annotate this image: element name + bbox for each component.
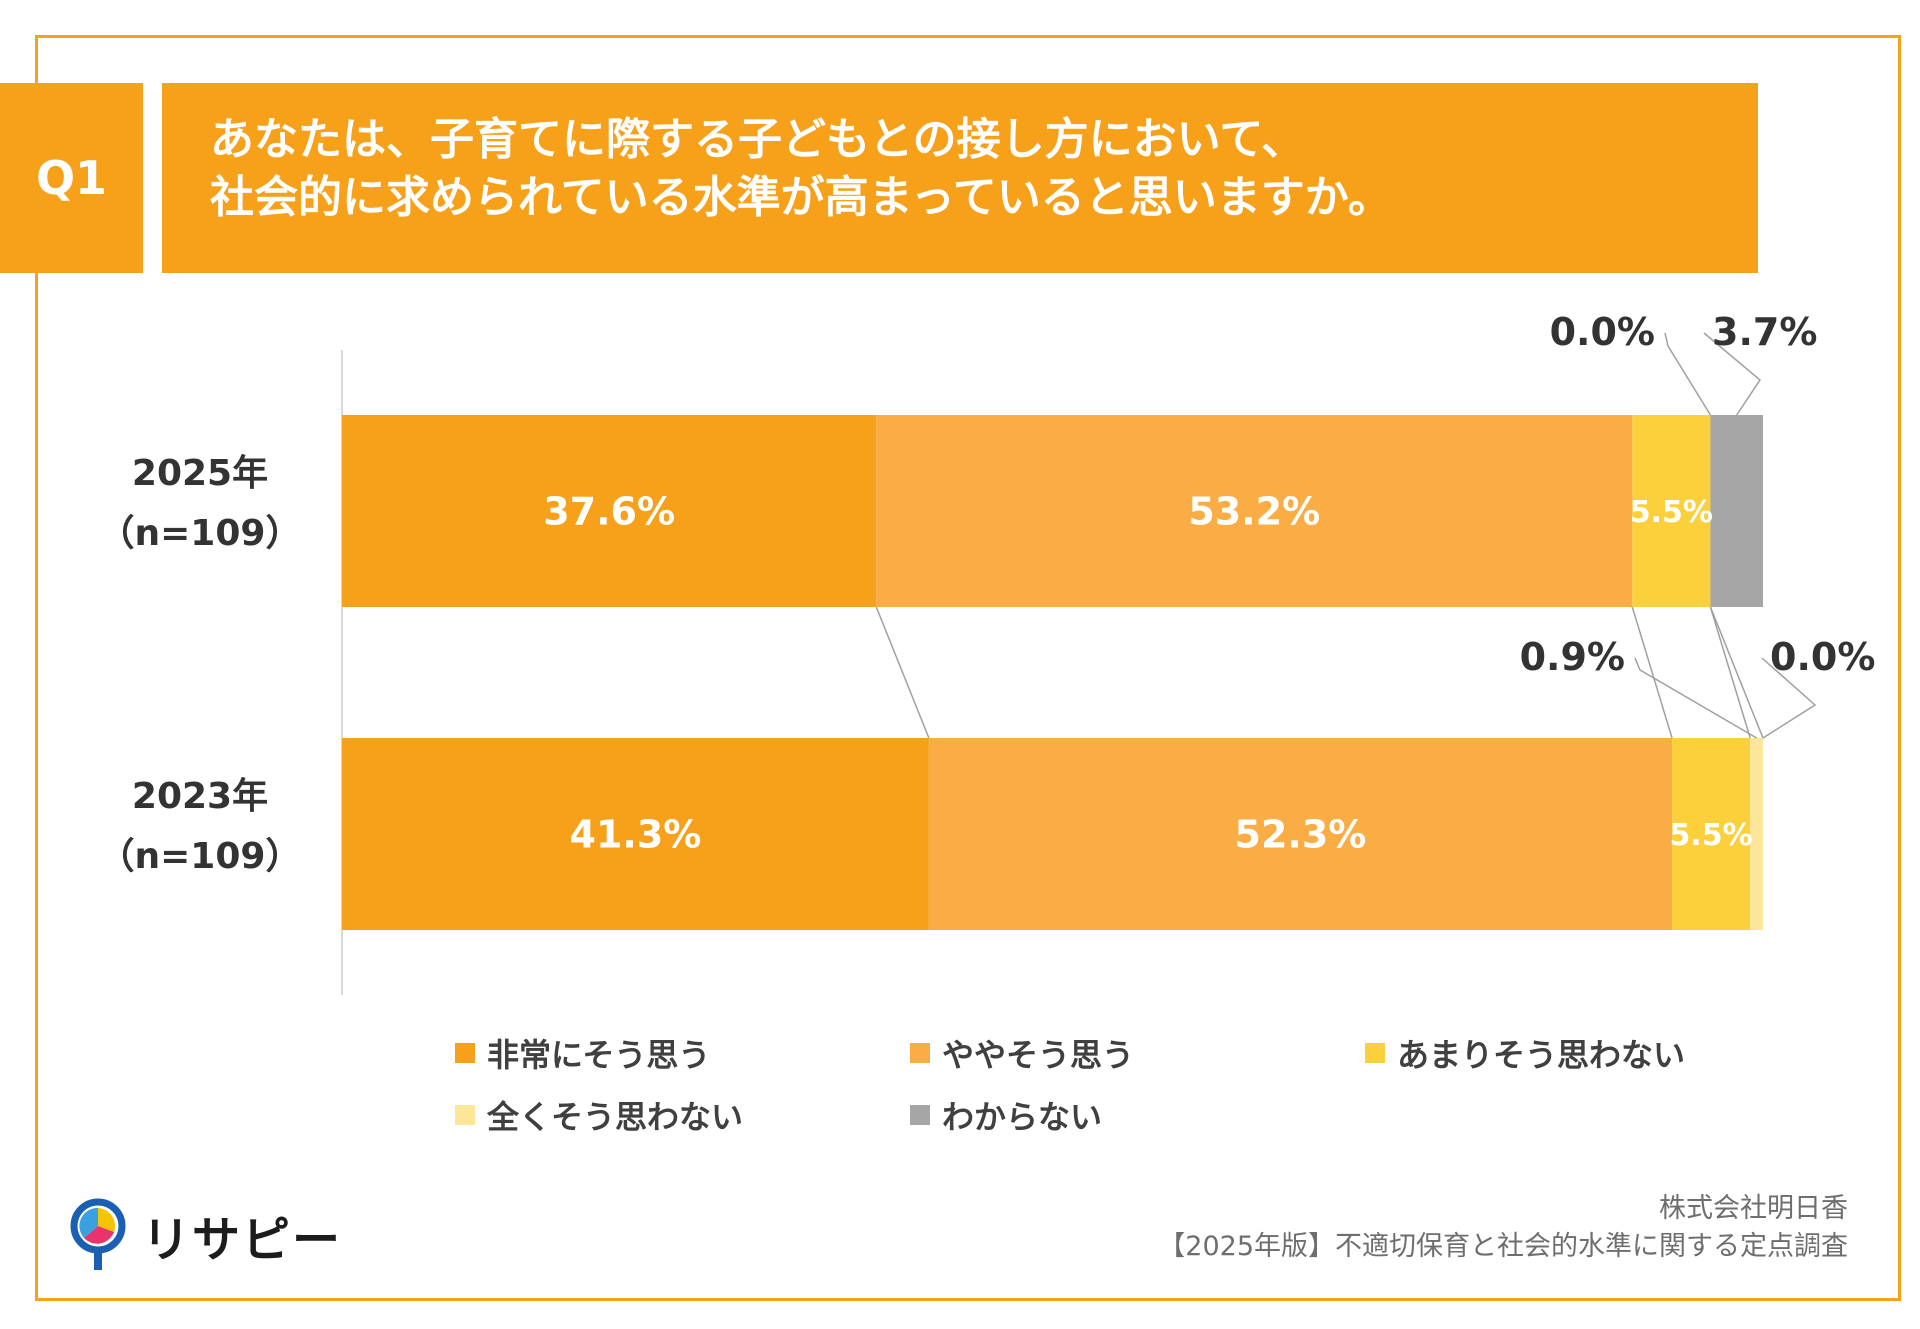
bar-segment (1710, 415, 1763, 607)
category-n-label: （n=109） (99, 513, 302, 554)
bar-segment (1672, 738, 1751, 930)
question-title: あなたは、子育てに際する子どもとの接し方において、 社会的に求められている水準が… (162, 83, 1758, 273)
connector-line (1631, 606, 1673, 739)
chart-legend: 非常にそう思う ややそう思う あまりそう思わない 全くそう思わない わからない (455, 1035, 1755, 1145)
legend-item: わからない (910, 1097, 1365, 1136)
callout-data-label: 0.0% (1770, 635, 1875, 679)
connector-line (1709, 606, 1751, 739)
bar-segment (1632, 415, 1711, 607)
legend-label: 非常にそう思う (487, 1036, 711, 1074)
legend-swatch (455, 1043, 475, 1063)
question-title-line2: 社会的に求められている水準が高まっていると思いますか。 (210, 172, 1392, 223)
callout-leader-line (1634, 657, 1757, 739)
data-label: 5.5% (1630, 495, 1713, 530)
legend-swatch (455, 1105, 475, 1125)
legend-swatch (910, 1043, 930, 1063)
survey-name: 【2025年版】不適切保育と社会的水準に関する定点調査 (1158, 1231, 1848, 1262)
callout-data-label: 0.9% (1520, 635, 1625, 679)
outer-frame (35, 35, 1901, 1301)
category-n-label: （n=109） (99, 836, 302, 877)
question-title-line1: あなたは、子育てに際する子どもとの接し方において、 (210, 114, 1306, 165)
legend-label: ややそう思う (942, 1036, 1135, 1074)
data-label: 37.6% (543, 490, 675, 534)
connector-line (875, 606, 930, 739)
connector-line (1709, 606, 1764, 739)
data-label: 53.2% (1188, 490, 1320, 534)
callout-leader-line (1761, 657, 1817, 739)
bar-segment (342, 415, 877, 607)
legend-item: ややそう思う (910, 1035, 1365, 1074)
bar-segment (342, 738, 929, 930)
callout-leader-line (1664, 332, 1712, 416)
category-label: 2023年 (132, 776, 268, 817)
pin-logo-icon (70, 1198, 126, 1270)
data-label: 52.3% (1235, 813, 1367, 857)
callout-leader-line (1703, 332, 1761, 416)
data-label: 5.5% (1670, 818, 1753, 853)
legend-label: 全くそう思わない (487, 1098, 744, 1136)
callout-data-label: 0.0% (1550, 310, 1655, 354)
bar-segment (876, 415, 1633, 607)
legend-item: 非常にそう思う (455, 1035, 910, 1074)
legend-label: わからない (942, 1098, 1103, 1136)
legend-item: あまりそう思わない (1365, 1035, 1755, 1074)
category-label: 2025年 (132, 453, 268, 494)
question-badge: Q1 (0, 83, 143, 273)
callout-data-label: 3.7% (1712, 310, 1817, 354)
brand-logo: リサピー (70, 1198, 342, 1272)
logo-text: リサピー (142, 1212, 343, 1268)
bar-segment (928, 738, 1673, 930)
legend-label: あまりそう思わない (1397, 1036, 1686, 1074)
legend-swatch (910, 1105, 930, 1125)
legend-item: 全くそう思わない (455, 1097, 910, 1136)
source-credit: 株式会社明日香 【2025年版】不適切保育と社会的水準に関する定点調査 (1158, 1190, 1848, 1266)
bar-segment (1750, 738, 1763, 930)
legend-swatch (1365, 1043, 1385, 1063)
company-name: 株式会社明日香 (1659, 1193, 1848, 1224)
data-label: 41.3% (570, 813, 702, 857)
